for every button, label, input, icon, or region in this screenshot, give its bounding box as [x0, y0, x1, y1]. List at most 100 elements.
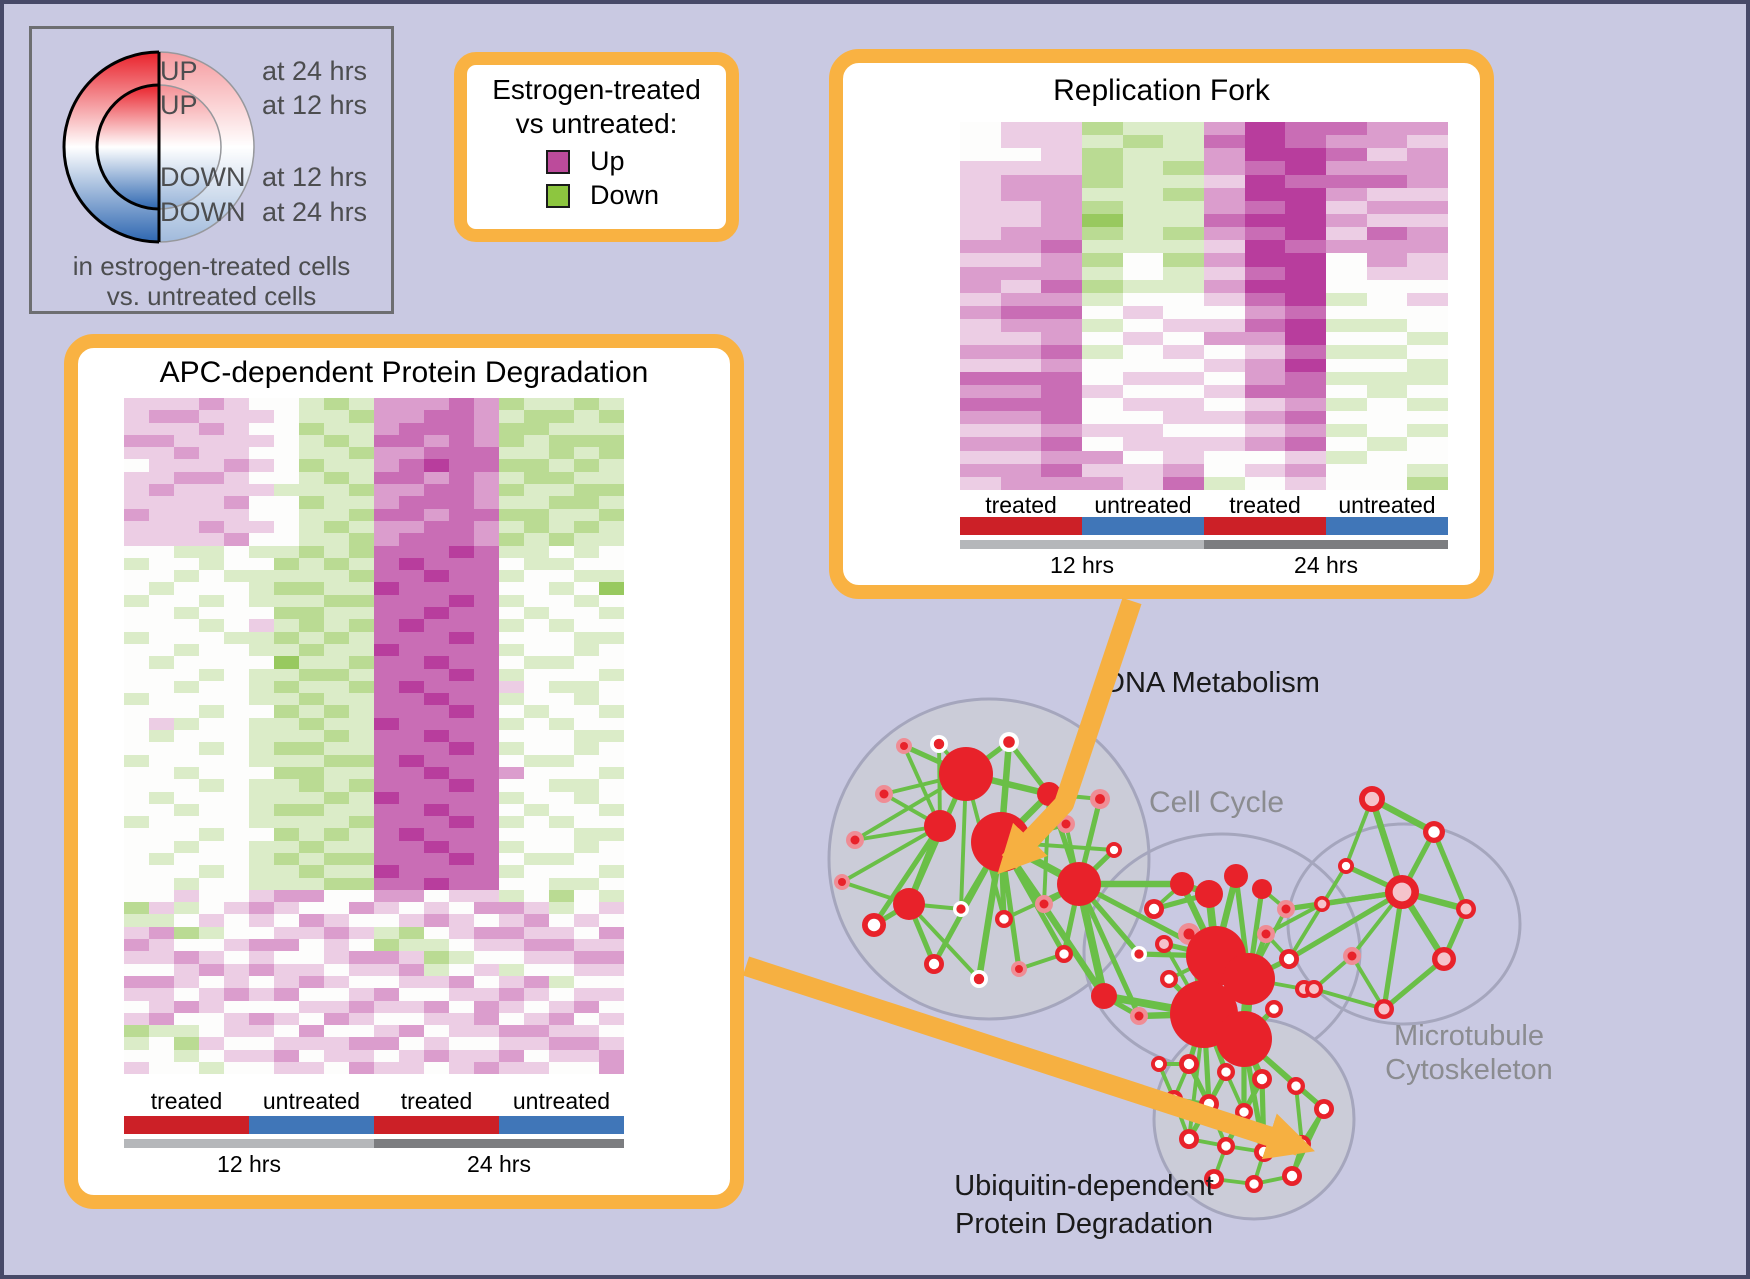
network-node — [834, 874, 850, 890]
heatmap-row — [124, 545, 624, 558]
apc-bar-12hrs — [124, 1139, 374, 1148]
network-node — [1423, 821, 1445, 843]
heatmap-row — [124, 754, 624, 767]
network-node — [1179, 1054, 1199, 1074]
network-node — [1343, 947, 1361, 965]
heatmap-row — [124, 680, 624, 694]
apc-bar-untreated-12 — [249, 1116, 374, 1134]
network-node — [1277, 900, 1295, 918]
heatmap-row — [960, 319, 1449, 333]
heatmap-row — [124, 631, 624, 644]
network-node — [1287, 1077, 1305, 1095]
network-node — [924, 810, 956, 842]
cluster-label-ubiquitin-line1: Ubiquitin-dependent — [954, 1170, 1214, 1202]
cluster-label-microtubule-line1: Microtubule — [1394, 1020, 1544, 1052]
network-edge — [1350, 954, 1386, 1011]
ring-up12-key: UP — [160, 90, 198, 120]
network-node — [1170, 872, 1194, 896]
heatmap-row — [124, 840, 624, 853]
network-node — [1305, 980, 1323, 998]
network-node — [1235, 1103, 1253, 1121]
ring-down12-key: DOWN — [160, 162, 246, 192]
rf-bar-untreated-12 — [1082, 517, 1204, 535]
network-edge — [1381, 891, 1405, 1010]
ring-up12-val: at 12 hrs — [262, 90, 368, 120]
apc-heatmap — [124, 398, 624, 1075]
replication-fork-heatmap — [960, 122, 1449, 490]
network-node — [1314, 1099, 1334, 1119]
color-legend-title-line1: Estrogen-treated — [492, 74, 701, 105]
heatmap-row — [124, 1012, 624, 1026]
heatmap-row — [124, 1049, 624, 1063]
heatmap-row — [124, 508, 624, 521]
network-node — [971, 812, 1031, 872]
heatmap-row — [124, 434, 624, 448]
network-node — [1314, 896, 1330, 912]
network-node — [1037, 782, 1061, 806]
ring-down24-key: DOWN — [160, 197, 246, 227]
heatmap-row — [124, 570, 624, 583]
heatmap-row — [960, 345, 1449, 359]
heatmap-row — [124, 447, 624, 460]
network-node — [1090, 789, 1110, 809]
network-node — [1165, 1090, 1183, 1108]
heatmap-row — [960, 266, 1449, 280]
heatmap-row — [960, 384, 1449, 398]
heatmap-row — [124, 926, 624, 940]
network-node — [862, 913, 886, 937]
network-node — [1338, 858, 1354, 874]
network-node — [930, 735, 948, 753]
rf-group-untreated-12: untreated — [1094, 492, 1192, 518]
network-node — [1245, 1175, 1263, 1193]
network-node — [970, 970, 988, 988]
network-edge — [1265, 902, 1323, 936]
heatmap-row — [960, 305, 1449, 320]
heatmap-row — [124, 889, 624, 903]
heatmap-row — [124, 730, 624, 743]
color-legend-box — [454, 52, 739, 242]
heatmap-row — [124, 742, 624, 755]
network-node — [1035, 895, 1053, 913]
network-edge — [1287, 864, 1348, 961]
ring-legend-box — [29, 26, 394, 314]
heatmap-row — [960, 227, 1449, 241]
network-node — [1217, 1063, 1235, 1081]
network-node — [896, 738, 912, 754]
rf-group-untreated-24: untreated — [1338, 492, 1436, 518]
ring-up24-val: at 24 hrs — [262, 56, 368, 86]
replication-fork-title: Replication Fork — [1053, 74, 1270, 107]
heatmap-row — [124, 410, 624, 423]
ring-down24-val: at 24 hrs — [262, 197, 368, 227]
heatmap-row — [960, 135, 1449, 149]
heatmap-row — [960, 358, 1449, 372]
network-node — [1257, 925, 1275, 943]
cluster-label-ubiquitin-line2: Protein Degradation — [955, 1208, 1213, 1240]
network-node — [1144, 899, 1164, 919]
network-node — [1359, 786, 1385, 812]
heatmap-row — [960, 450, 1449, 464]
heatmap-row — [124, 557, 624, 571]
heatmap-row — [124, 717, 624, 731]
rf-label-12hrs: 12 hrs — [1050, 552, 1114, 578]
network-node — [1131, 946, 1147, 962]
apc-group-treated-24: treated — [400, 1088, 473, 1114]
ring-caption-line2: vs. untreated cells — [106, 281, 317, 311]
network-edge — [1382, 957, 1446, 1011]
heatmap-row — [124, 1000, 624, 1013]
heatmap-row — [960, 292, 1449, 306]
network-node — [875, 785, 893, 803]
apc-panel-title: APC-dependent Protein Degradation — [159, 356, 649, 389]
cluster-label-microtubule-line2: Cytoskeleton — [1385, 1054, 1553, 1086]
network-node — [1385, 875, 1419, 909]
heatmap-row — [960, 279, 1449, 293]
heatmap-row — [124, 766, 624, 780]
down-swatch — [546, 184, 570, 208]
heatmap-row — [960, 476, 1449, 490]
heatmap-row — [124, 939, 624, 952]
network-node — [1091, 983, 1117, 1009]
ring-caption-line1: in estrogen-treated cells — [72, 251, 351, 281]
heatmap-row — [124, 877, 624, 890]
heatmap-row — [960, 174, 1449, 188]
heatmap-row — [124, 643, 624, 657]
heatmap-row — [124, 594, 624, 608]
